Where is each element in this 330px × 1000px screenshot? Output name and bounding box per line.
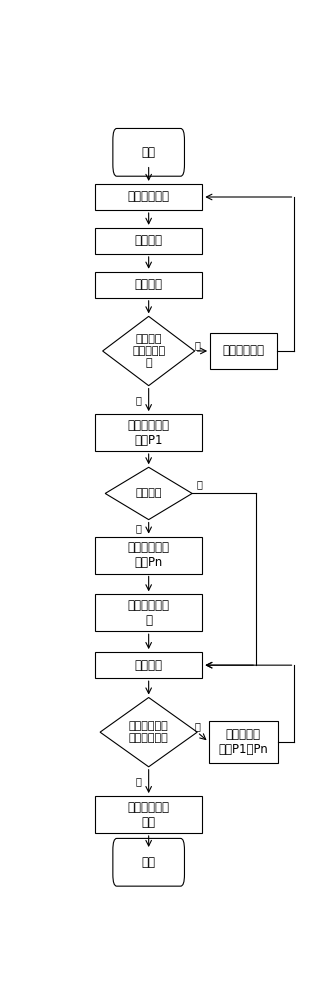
Text: 否: 否 (197, 479, 203, 489)
Text: 结束: 结束 (142, 856, 156, 869)
FancyBboxPatch shape (209, 721, 278, 763)
Text: 是: 是 (194, 340, 200, 350)
FancyBboxPatch shape (95, 184, 202, 210)
FancyBboxPatch shape (210, 333, 277, 369)
Text: 鼠标移动: 鼠标移动 (135, 234, 163, 247)
Polygon shape (100, 698, 197, 767)
FancyBboxPatch shape (95, 228, 202, 254)
FancyBboxPatch shape (95, 652, 202, 678)
FancyBboxPatch shape (95, 537, 202, 574)
Text: 鼠标拖动: 鼠标拖动 (135, 488, 162, 498)
Text: 记录新勾画轨
迹点Pn: 记录新勾画轨 迹点Pn (128, 541, 170, 569)
Text: 是: 是 (136, 776, 141, 786)
Text: 轨迹是否满足
勾画工具要求: 轨迹是否满足 勾画工具要求 (129, 721, 169, 743)
Text: 开始: 开始 (142, 146, 156, 159)
Text: 切换其它结构: 切换其它结构 (222, 344, 264, 358)
FancyBboxPatch shape (95, 594, 202, 631)
Text: 鼠标按下: 鼠标按下 (135, 278, 163, 291)
Text: 否: 否 (136, 395, 141, 405)
FancyBboxPatch shape (113, 128, 184, 176)
Text: 记录新勾画起
始点P1: 记录新勾画起 始点P1 (128, 419, 170, 447)
Text: 获取鼠标状态: 获取鼠标状态 (128, 190, 170, 204)
Polygon shape (103, 316, 195, 386)
Text: 是否靠近
其它勾画结
构: 是否靠近 其它勾画结 构 (132, 334, 165, 368)
FancyBboxPatch shape (95, 414, 202, 451)
Text: 鼠标松开: 鼠标松开 (135, 659, 163, 672)
Text: 否: 否 (195, 721, 201, 731)
Text: 绘制新勾画轨
迹: 绘制新勾画轨 迹 (128, 599, 170, 627)
FancyBboxPatch shape (95, 272, 202, 298)
FancyBboxPatch shape (113, 838, 184, 886)
Text: 新旧勾画轮廓
融合: 新旧勾画轮廓 融合 (128, 801, 170, 829)
Polygon shape (105, 467, 192, 520)
FancyBboxPatch shape (95, 796, 202, 833)
Text: 清除新勾画
轨迹P1，Pn: 清除新勾画 轨迹P1，Pn (218, 728, 268, 756)
Text: 是: 是 (136, 523, 141, 533)
